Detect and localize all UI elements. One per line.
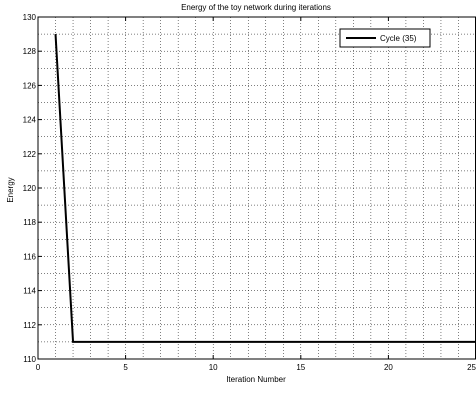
x-axis-label: Iteration Number — [226, 375, 286, 384]
y-tick-label-122: 122 — [23, 150, 37, 159]
y-axis-label: Energy — [6, 177, 15, 202]
grid-lines — [38, 17, 476, 359]
y-tick-label-120: 120 — [23, 184, 37, 193]
y-tick-label-128: 128 — [23, 47, 37, 56]
y-tick-label-110: 110 — [23, 355, 36, 364]
legend: Cycle (35) — [339, 28, 431, 48]
legend-box — [339, 28, 431, 48]
x-tick-label-25: 25 — [467, 363, 476, 372]
y-tick-label-116: 116 — [23, 252, 36, 261]
y-tick-label-126: 126 — [23, 81, 37, 90]
x-tick-label-15: 15 — [296, 363, 305, 372]
series-line-0 — [54, 34, 476, 343]
y-tick-label-118: 118 — [23, 218, 36, 227]
x-tick-label-20: 20 — [384, 363, 393, 372]
x-tick-label-10: 10 — [209, 363, 218, 372]
y-tick-label-130: 130 — [23, 13, 37, 22]
axis-ticks: 0 5 10 15 20 25 110 112 114 116 118 120 122 124 126 128… — [23, 13, 476, 372]
x-tick-label-5: 5 — [123, 363, 128, 372]
chart-title: Energy of the toy network during iterati… — [181, 3, 331, 12]
y-tick-label-124: 124 — [23, 116, 37, 125]
x-tick-label-0: 0 — [36, 363, 41, 372]
y-tick-label-112: 112 — [23, 321, 36, 330]
legend-label-cycle-35: Cycle (35) — [380, 34, 417, 43]
y-tick-label-114: 114 — [23, 287, 36, 296]
series-layer — [54, 34, 476, 343]
